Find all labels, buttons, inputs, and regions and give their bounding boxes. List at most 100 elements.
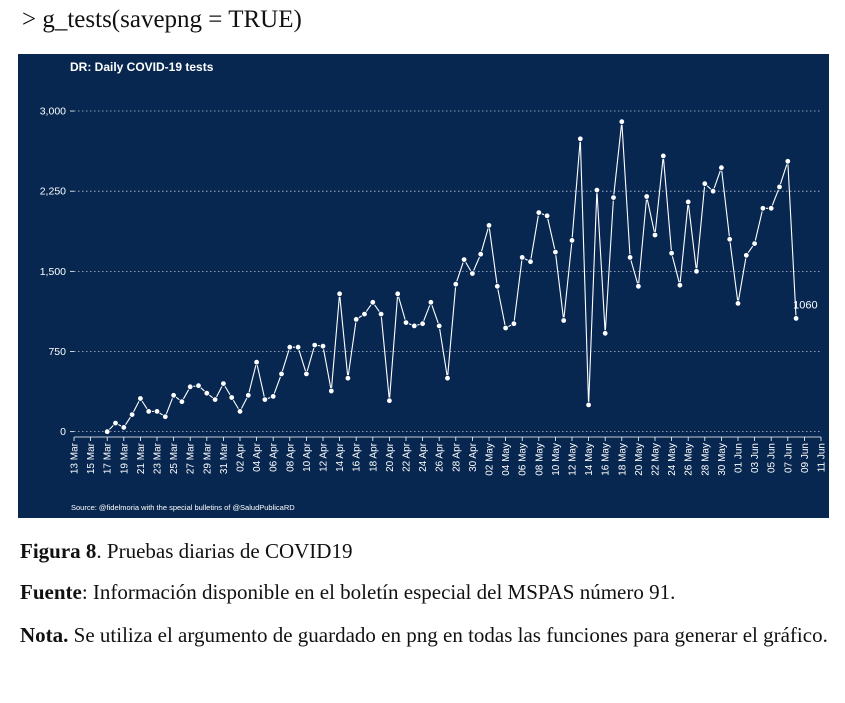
data-point [585,401,592,409]
figure-text: . Pruebas diarias de COVID19 [96,539,353,563]
data-point [776,183,783,191]
data-point [162,413,169,420]
data-point [668,249,675,257]
data-point [377,310,385,318]
data-point [759,205,767,212]
x-tick-label: 14 May [584,443,595,476]
x-tick-label: 23 Mar [153,442,164,474]
x-tick-label: 06 May [518,443,529,476]
data-point [286,344,293,351]
x-tick-label: 02 Apr [236,442,247,472]
data-point [211,396,219,403]
data-point [203,390,210,397]
data-point [643,193,650,200]
x-tick-label: 03 Jun [750,443,761,473]
data-point [178,398,186,405]
x-tick-label: 12 Apr [319,442,330,472]
x-tick-label: 13 Mar [70,442,81,474]
y-tick-label: 0 [60,426,66,438]
data-point [477,250,484,258]
data-point [734,300,742,307]
data-point [303,370,310,378]
note-text: Se utiliza el argumento de guardado en p… [68,623,828,647]
data-point [394,290,401,297]
data-point [527,258,534,265]
data-point [701,180,708,187]
x-tick-label: 02 May [485,443,496,476]
data-point [278,370,285,378]
chart-source-note: Source: @fidelmoria with the special bul… [71,503,295,512]
data-point [543,212,551,219]
x-tick-label: 28 Apr [451,442,462,472]
x-tick-label: 22 Apr [402,442,413,472]
x-tick-label: 08 May [534,443,545,476]
data-point [137,395,144,402]
source-caption: Fuente: Información disponible en el bol… [20,578,832,606]
data-point [635,283,642,290]
data-point [344,375,352,382]
y-tick-label: 3,000 [40,106,66,118]
data-point [186,383,194,390]
data-point [353,316,360,323]
data-point [336,290,343,297]
x-tick-label: 05 Jun [767,443,778,473]
data-point [427,299,435,306]
chart-background [18,54,829,518]
data-point [602,330,609,337]
x-tick-label: 18 May [617,443,628,476]
data-point [660,152,667,160]
x-tick-label: 17 Mar [103,442,114,474]
last-value-label: 1060 [793,299,817,311]
y-tick-label: 2,250 [40,186,66,198]
data-point [560,317,567,324]
data-point [494,283,501,290]
x-tick-label: 16 May [601,443,612,476]
data-point [386,397,393,404]
x-tick-label: 20 Apr [385,442,396,472]
data-point [792,315,800,322]
chart-title: DR: Daily COVID-19 tests [70,60,214,74]
figure-label: Figura 8 [20,539,97,563]
data-point [112,419,119,427]
data-point [651,231,659,239]
data-point [676,281,684,289]
source-text: : Información disponible en el boletín e… [81,580,676,604]
data-point [361,310,368,318]
x-tick-label: 25 Mar [169,442,180,474]
data-point [328,387,335,395]
note-label: Nota. [20,623,69,647]
x-tick-label: 04 May [501,443,512,476]
data-point [510,320,518,327]
x-tick-label: 10 Apr [302,442,313,472]
x-tick-label: 19 Mar [119,442,130,474]
data-point [419,320,426,327]
x-tick-label: 11 Jun [817,443,828,472]
x-tick-label: 24 Apr [418,442,429,472]
data-point [626,254,634,261]
x-tick-label: 10 May [551,443,562,476]
data-point [195,382,202,389]
data-point [718,164,725,171]
x-tick-label: 22 May [651,443,662,476]
data-point [568,237,576,244]
data-point [726,236,733,243]
data-point [593,186,601,194]
data-point [311,341,318,349]
data-point [369,299,376,306]
data-point [170,392,177,399]
x-tick-label: 07 Jun [783,443,794,473]
data-point [319,343,327,350]
data-point [128,411,136,418]
data-point [577,135,584,142]
x-tick-label: 27 Mar [186,442,197,474]
data-point [228,394,235,401]
data-point [519,254,526,261]
data-point [709,187,717,195]
x-tick-label: 15 Mar [86,442,97,474]
x-tick-label: 26 May [684,443,695,476]
note-caption: Nota. Se utiliza el argumento de guardad… [20,621,832,649]
x-tick-label: 31 Mar [219,442,230,474]
data-point [452,280,459,288]
data-point [535,209,542,216]
data-point [685,198,692,206]
